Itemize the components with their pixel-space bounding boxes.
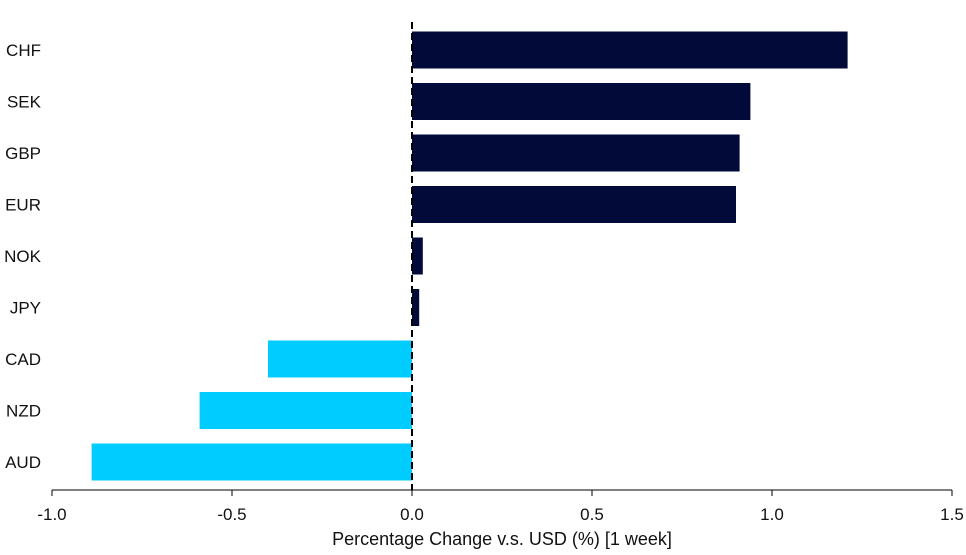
x-axis-title: Percentage Change v.s. USD (%) [1 week]	[332, 529, 672, 549]
category-label-nok: NOK	[4, 247, 42, 266]
bar-sek	[412, 83, 751, 120]
bar-jpy	[412, 289, 420, 326]
x-tick-label: 1.0	[760, 505, 784, 524]
category-label-gbp: GBP	[5, 144, 41, 163]
x-tick-label: -1.0	[37, 505, 66, 524]
category-label-eur: EUR	[5, 196, 41, 215]
bar-aud	[91, 443, 412, 481]
x-tick-label: -0.5	[217, 505, 246, 524]
category-label-sek: SEK	[7, 93, 42, 112]
category-label-aud: AUD	[5, 453, 41, 472]
bars-layer	[91, 31, 848, 481]
category-label-chf: CHF	[6, 41, 41, 60]
category-label-cad: CAD	[5, 350, 41, 369]
x-tick-label: 0.0	[400, 505, 424, 524]
bar-cad	[268, 340, 412, 378]
category-label-jpy: JPY	[10, 299, 41, 318]
category-label-nzd: NZD	[6, 402, 41, 421]
x-axis-ticks: -1.0 -0.5 0.0 0.5 1.0 1.5	[37, 490, 964, 524]
bar-chf	[412, 31, 848, 69]
bar-gbp	[412, 134, 740, 172]
x-tick-label: 0.5	[580, 505, 604, 524]
bar-eur	[412, 186, 736, 223]
bar-nzd	[199, 392, 412, 429]
x-tick-label: 1.5	[940, 505, 964, 524]
y-axis-category-labels: CHF SEK GBP EUR NOK JPY CAD NZD AUD	[4, 41, 42, 472]
bar-nok	[412, 237, 423, 275]
